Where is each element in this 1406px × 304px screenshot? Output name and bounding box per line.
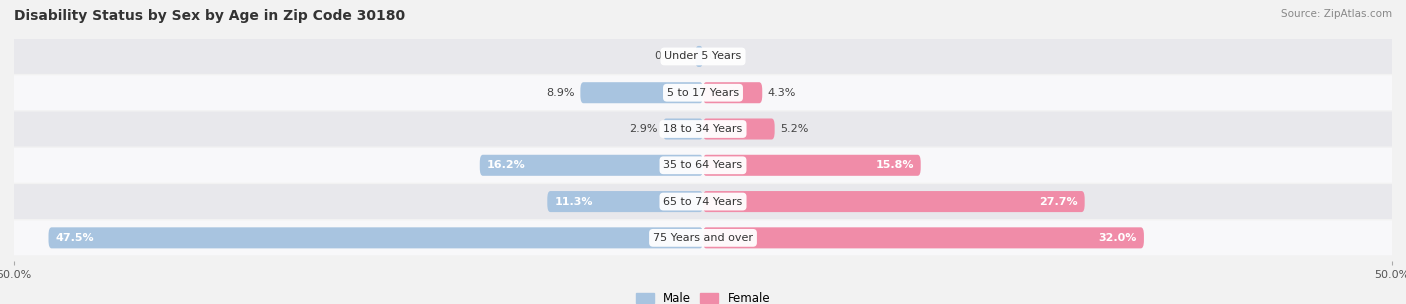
FancyBboxPatch shape — [703, 82, 762, 103]
Text: 16.2%: 16.2% — [486, 160, 526, 170]
Text: 11.3%: 11.3% — [554, 197, 593, 207]
Text: 5.2%: 5.2% — [780, 124, 808, 134]
FancyBboxPatch shape — [703, 227, 1144, 248]
FancyBboxPatch shape — [703, 191, 1084, 212]
Text: Under 5 Years: Under 5 Years — [665, 51, 741, 61]
Text: 47.5%: 47.5% — [55, 233, 94, 243]
Text: Source: ZipAtlas.com: Source: ZipAtlas.com — [1281, 9, 1392, 19]
FancyBboxPatch shape — [479, 155, 703, 176]
Text: 32.0%: 32.0% — [1098, 233, 1137, 243]
FancyBboxPatch shape — [664, 119, 703, 140]
Legend: Male, Female: Male, Female — [636, 292, 770, 304]
Text: Disability Status by Sex by Age in Zip Code 30180: Disability Status by Sex by Age in Zip C… — [14, 9, 405, 23]
FancyBboxPatch shape — [48, 227, 703, 248]
FancyBboxPatch shape — [7, 220, 1399, 255]
FancyBboxPatch shape — [7, 39, 1399, 74]
Text: 0.56%: 0.56% — [655, 51, 690, 61]
FancyBboxPatch shape — [581, 82, 703, 103]
Text: 4.3%: 4.3% — [768, 88, 796, 98]
Text: 2.9%: 2.9% — [628, 124, 658, 134]
Text: 65 to 74 Years: 65 to 74 Years — [664, 197, 742, 207]
FancyBboxPatch shape — [696, 46, 703, 67]
Text: 0.0%: 0.0% — [709, 51, 737, 61]
FancyBboxPatch shape — [7, 184, 1399, 219]
FancyBboxPatch shape — [703, 119, 775, 140]
FancyBboxPatch shape — [703, 155, 921, 176]
Text: 35 to 64 Years: 35 to 64 Years — [664, 160, 742, 170]
FancyBboxPatch shape — [547, 191, 703, 212]
Text: 8.9%: 8.9% — [547, 88, 575, 98]
Text: 5 to 17 Years: 5 to 17 Years — [666, 88, 740, 98]
Text: 27.7%: 27.7% — [1039, 197, 1078, 207]
FancyBboxPatch shape — [7, 148, 1399, 183]
Text: 15.8%: 15.8% — [876, 160, 914, 170]
FancyBboxPatch shape — [7, 112, 1399, 147]
FancyBboxPatch shape — [7, 75, 1399, 110]
Text: 18 to 34 Years: 18 to 34 Years — [664, 124, 742, 134]
Text: 75 Years and over: 75 Years and over — [652, 233, 754, 243]
